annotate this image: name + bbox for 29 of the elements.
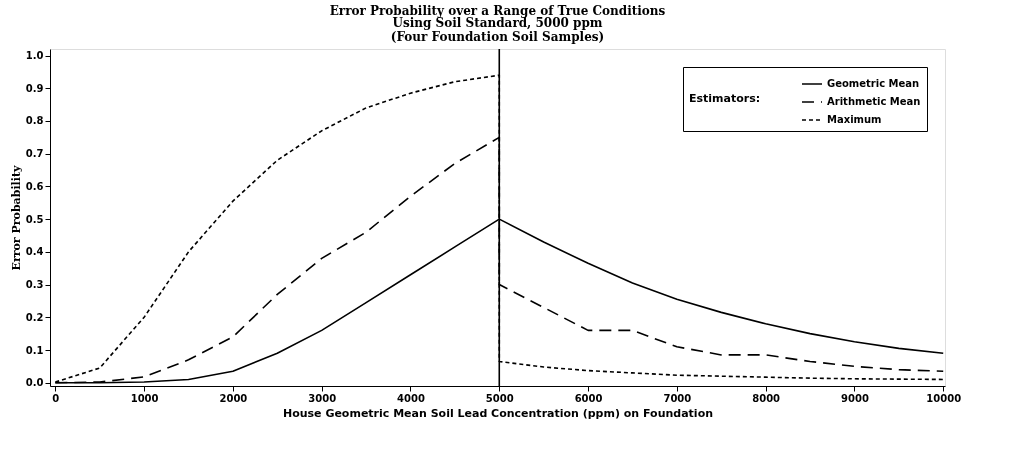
- y-tick-label: 0.0: [25, 377, 44, 389]
- y-tick-label: 0.6: [25, 180, 44, 192]
- legend-label: Arithmetic Mean: [827, 96, 921, 107]
- x-tick-label: 4000: [397, 392, 425, 404]
- x-tick-label: 10000: [926, 392, 962, 404]
- y-tick-label: 0.5: [25, 213, 44, 225]
- y-tick-label: 0.3: [25, 279, 44, 291]
- legend-label: Geometric Mean: [827, 78, 920, 89]
- x-tick-label: 5000: [485, 392, 514, 404]
- y-tick-label: 0.1: [25, 344, 44, 356]
- x-tick-label: 9000: [841, 392, 869, 404]
- y-tick-label: 0.9: [25, 82, 44, 94]
- legend-label: Maximum: [827, 114, 882, 125]
- chart-subtitle: Using Soil Standard, 5000 ppm (Four Foundation Soil Samples): [390, 16, 605, 45]
- y-tick-label: 0.2: [25, 311, 44, 323]
- x-tick-label: 2000: [219, 392, 248, 404]
- y-tick-label: 0.7: [25, 148, 44, 160]
- x-tick-label: 0: [52, 392, 60, 404]
- x-tick-label: 8000: [752, 392, 781, 404]
- legend-title: Estimators:: [689, 92, 761, 105]
- x-tick-label: 1000: [130, 392, 159, 404]
- x-tick-label: 6000: [574, 392, 603, 404]
- x-tick-label: 3000: [308, 392, 337, 404]
- x-tick-label: 7000: [663, 392, 692, 404]
- x-axis-title: House Geometric Mean Soil Lead Concentration (ppm) on Foundation: [282, 406, 714, 420]
- y-tick-label: 0.4: [25, 246, 44, 258]
- y-tick-label: 1.0: [25, 50, 44, 62]
- y-axis-title: Error Probability: [9, 164, 23, 271]
- y-tick-label: 0.8: [25, 115, 44, 127]
